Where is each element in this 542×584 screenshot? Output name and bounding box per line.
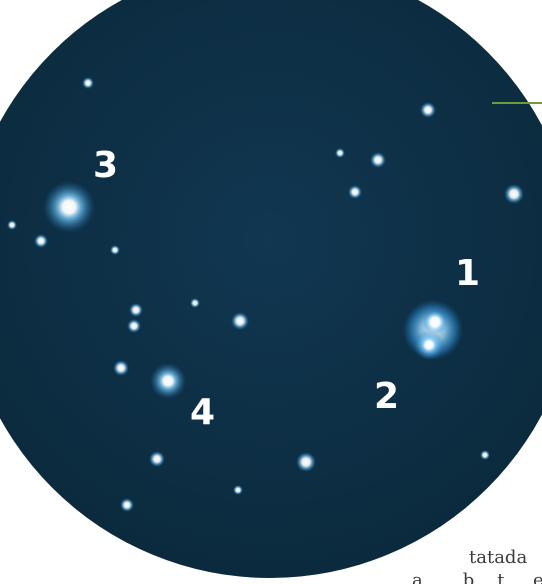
star [233, 485, 243, 495]
star [370, 152, 386, 168]
star-1 [423, 310, 447, 334]
star [231, 312, 249, 330]
star [480, 450, 490, 460]
marker-2: 2 [374, 376, 399, 417]
marker-4: 4 [190, 392, 215, 433]
bright-star-4 [150, 363, 186, 399]
stars-group [7, 77, 524, 512]
star [113, 360, 129, 376]
caption-line-2: a b t e d [412, 570, 542, 584]
star [110, 245, 120, 255]
star [82, 77, 94, 89]
caption-line-1: tatada [469, 547, 527, 568]
star [504, 184, 524, 204]
bright-star-3 [43, 181, 95, 233]
star [120, 498, 134, 512]
star [34, 234, 48, 248]
star-2 [414, 330, 444, 360]
star [296, 452, 316, 472]
star [420, 102, 436, 118]
star [190, 298, 200, 308]
star [149, 451, 165, 467]
marker-1: 1 [455, 253, 480, 294]
star [348, 185, 362, 199]
marker-3: 3 [93, 145, 118, 186]
star [7, 220, 17, 230]
star [127, 319, 141, 333]
star [129, 303, 143, 317]
star [335, 148, 345, 158]
